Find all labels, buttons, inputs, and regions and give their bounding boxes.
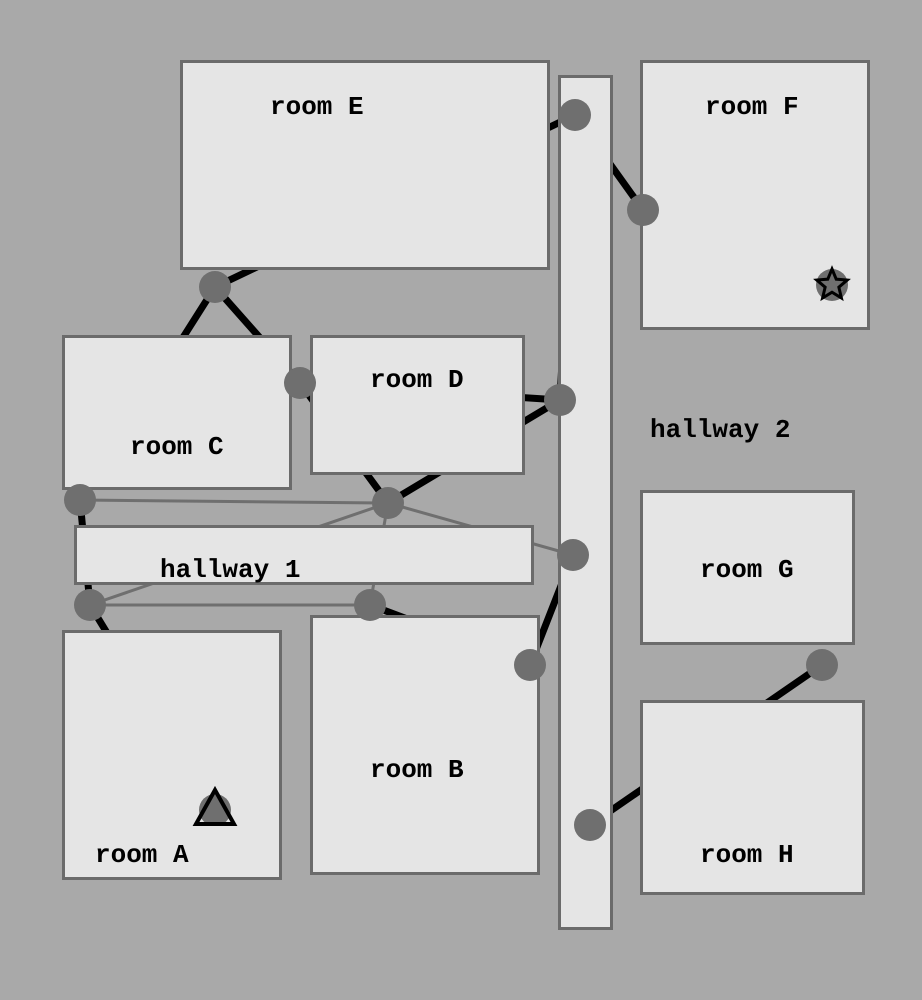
label-roomG: room G bbox=[700, 555, 794, 585]
room-hall2 bbox=[558, 75, 613, 930]
label-roomD: room D bbox=[370, 365, 464, 395]
room-hall1 bbox=[74, 525, 534, 585]
node-nCmid bbox=[372, 487, 404, 519]
floorplan-diagram: room E room C room D hallway 1 room A room B h… bbox=[0, 0, 922, 1000]
room-roomE bbox=[180, 60, 550, 270]
room-roomD bbox=[310, 335, 525, 475]
label-roomA: room A bbox=[95, 840, 189, 870]
room-roomC bbox=[62, 335, 292, 490]
label-roomF: room F bbox=[705, 92, 799, 122]
label-roomC: room C bbox=[130, 432, 224, 462]
room-roomB bbox=[310, 615, 540, 875]
label-roomE: room E bbox=[270, 92, 364, 122]
label-roomB: room B bbox=[370, 755, 464, 785]
label-roomH: room H bbox=[700, 840, 794, 870]
node-nCE bbox=[199, 271, 231, 303]
node-nG bbox=[806, 649, 838, 681]
node-nH1a bbox=[74, 589, 106, 621]
label-hall1: hallway 1 bbox=[160, 555, 300, 585]
label-hall2: hallway 2 bbox=[650, 415, 790, 445]
